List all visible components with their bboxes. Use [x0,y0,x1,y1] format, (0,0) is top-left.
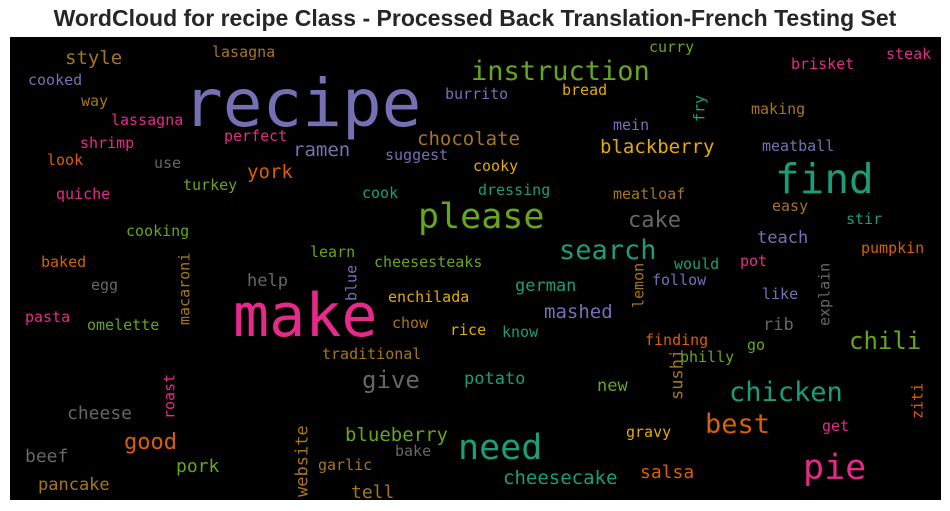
word-cheesesteaks: cheesesteaks [374,253,482,271]
word-please: please [418,197,544,237]
word-website: website [292,425,312,497]
word-pot: pot [740,252,767,270]
word-cake: cake [628,208,681,233]
chart-title: WordCloud for recipe Class - Processed B… [53,5,897,31]
word-macaroni: macaroni [176,253,194,325]
word-baked: baked [41,253,86,271]
word-cloud: recipe make find please instruction need pie se… [10,37,941,500]
word-lemon: lemon [630,263,648,308]
word-egg: egg [91,276,118,294]
word-bread: bread [562,81,607,99]
word-omelette: omelette [87,316,159,334]
word-cooky: cooky [473,157,518,175]
word-mashed: mashed [544,301,613,323]
word-shrimp: shrimp [80,134,134,152]
word-salsa: salsa [640,462,694,483]
word-brisket: brisket [791,55,854,73]
word-cloud-words: recipe make find please instruction need pie se… [25,38,931,500]
word-search: search [559,235,657,266]
word-beef: beef [25,446,68,467]
word-mein: mein [613,116,649,134]
word-cook: cook [362,184,398,202]
word-best: best [705,409,770,440]
word-bake: bake [395,442,431,460]
word-chili: chili [849,327,921,355]
word-chicken: chicken [729,377,843,408]
word-cooking: cooking [126,222,189,240]
word-rice: rice [450,321,486,339]
word-cheesecake: cheesecake [503,467,617,489]
word-recipe: recipe [183,65,421,142]
word-quiche: quiche [56,185,110,203]
word-turkey: turkey [183,176,237,194]
word-good: good [124,430,177,455]
word-would: would [674,255,719,273]
word-gravy: gravy [626,423,671,441]
word-traditional: traditional [322,345,421,363]
word-look: look [47,151,83,169]
word-blueberry: blueberry [345,424,448,446]
word-burrito: burrito [445,85,508,103]
word-get: get [822,417,849,435]
word-cooked: cooked [28,71,82,89]
word-help: help [247,271,288,291]
word-rib: rib [763,315,794,335]
word-pasta: pasta [25,308,70,326]
word-go: go [747,336,765,354]
word-finding: finding [645,331,708,349]
word-making: making [751,100,805,118]
word-ziti: ziti [909,383,927,419]
word-give: give [362,366,420,394]
word-roast: roast [161,374,179,419]
word-style: style [65,47,122,69]
word-lassagna: lassagna [111,111,183,129]
word-way: way [81,92,108,110]
word-blue: blue [343,265,361,301]
word-pork: pork [176,456,220,477]
word-teach: teach [757,228,808,248]
word-pumpkin: pumpkin [861,239,924,257]
word-stir: stir [846,210,882,228]
word-sushi: sushi [667,349,687,400]
word-perfect: perfect [224,127,287,145]
word-need: need [458,428,542,468]
word-german: german [515,276,576,296]
word-philly: philly [680,348,734,366]
word-suggest: suggest [385,146,448,164]
word-like: like [762,285,798,303]
word-chocolate: chocolate [417,128,520,150]
word-fry: fry [691,95,709,122]
word-pie: pie [803,448,866,488]
word-use: use [154,154,181,172]
word-instruction: instruction [471,56,650,87]
word-explain: explain [816,263,834,326]
word-follow: follow [652,271,707,289]
word-curry: curry [649,38,694,56]
word-easy: easy [772,197,808,215]
word-steak: steak [886,45,931,63]
word-meatball: meatball [762,137,834,155]
word-find: find [775,155,874,203]
word-potato: potato [464,369,525,389]
word-make: make [233,281,378,351]
word-tell: tell [351,482,394,500]
word-ramen: ramen [293,139,350,161]
word-lasagna: lasagna [212,43,275,61]
word-learn: learn [310,243,355,261]
word-pancake: pancake [38,475,110,495]
word-know: know [502,323,539,341]
word-york: york [247,161,293,183]
word-cheese: cheese [67,403,132,424]
word-dressing: dressing [478,181,550,199]
word-meatloaf: meatloaf [613,185,685,203]
word-blackberry: blackberry [600,136,714,158]
word-chow: chow [392,314,429,332]
word-new: new [597,376,628,396]
word-garlic: garlic [318,456,372,474]
word-enchilada: enchilada [388,288,469,306]
